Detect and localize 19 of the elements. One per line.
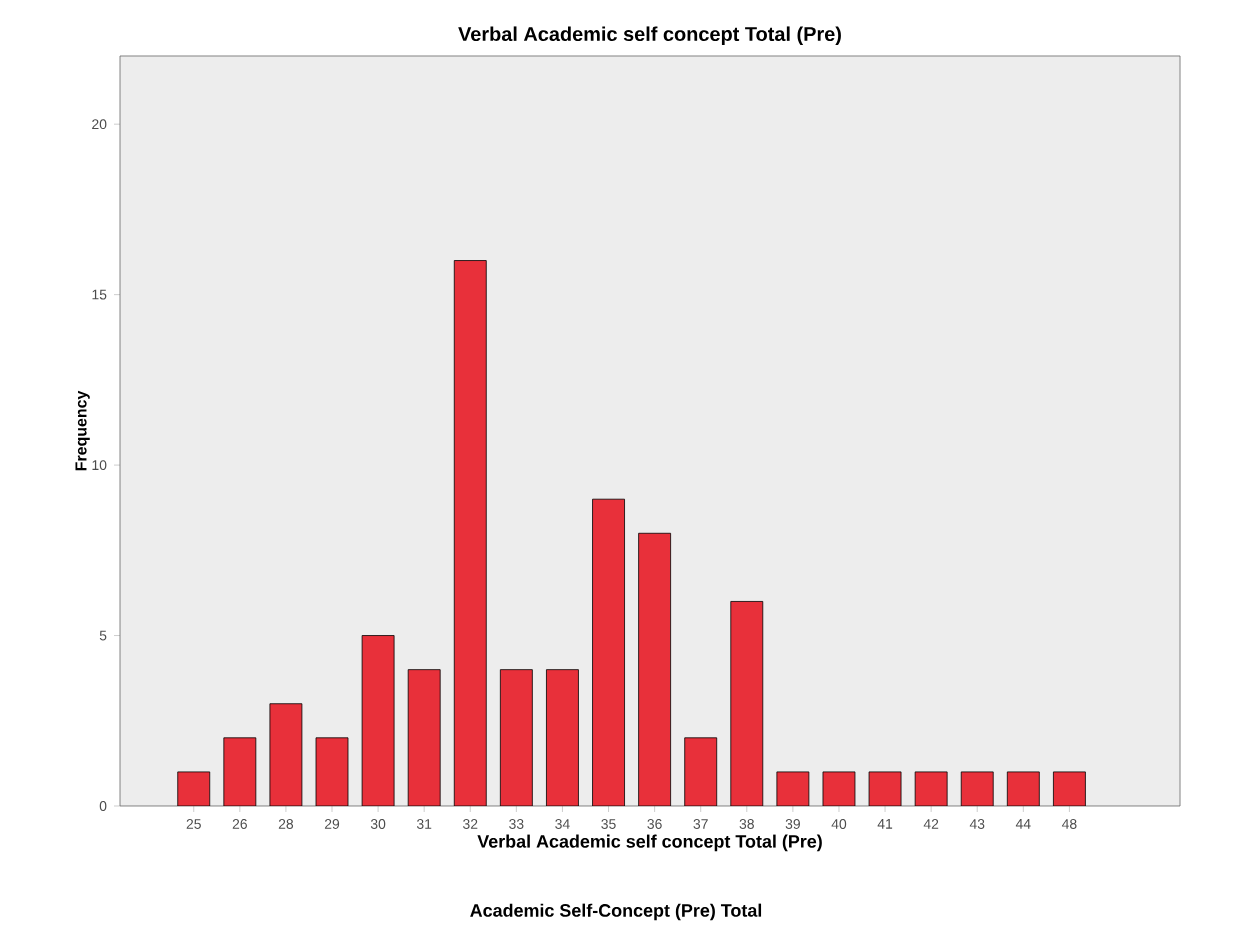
bar bbox=[269, 703, 303, 806]
bar bbox=[960, 771, 994, 806]
text: Academic Self-Concept (Pre) Total bbox=[470, 903, 762, 921]
bar bbox=[453, 260, 487, 806]
chart-title: Verbal Academic self concept Total (Pre) bbox=[458, 26, 841, 45]
bar bbox=[684, 737, 718, 806]
bar bbox=[638, 532, 672, 806]
bar bbox=[177, 771, 210, 806]
bar bbox=[315, 737, 349, 806]
bar bbox=[1006, 771, 1040, 806]
bar bbox=[361, 635, 395, 806]
bar bbox=[499, 669, 533, 806]
bar bbox=[546, 669, 579, 806]
bar bbox=[1053, 771, 1086, 806]
bar bbox=[223, 737, 257, 806]
bar bbox=[730, 601, 764, 806]
x-axis-title: Verbal Academic self concept Total (Pre) bbox=[477, 834, 822, 852]
bar bbox=[407, 669, 441, 806]
bar bbox=[592, 498, 625, 806]
